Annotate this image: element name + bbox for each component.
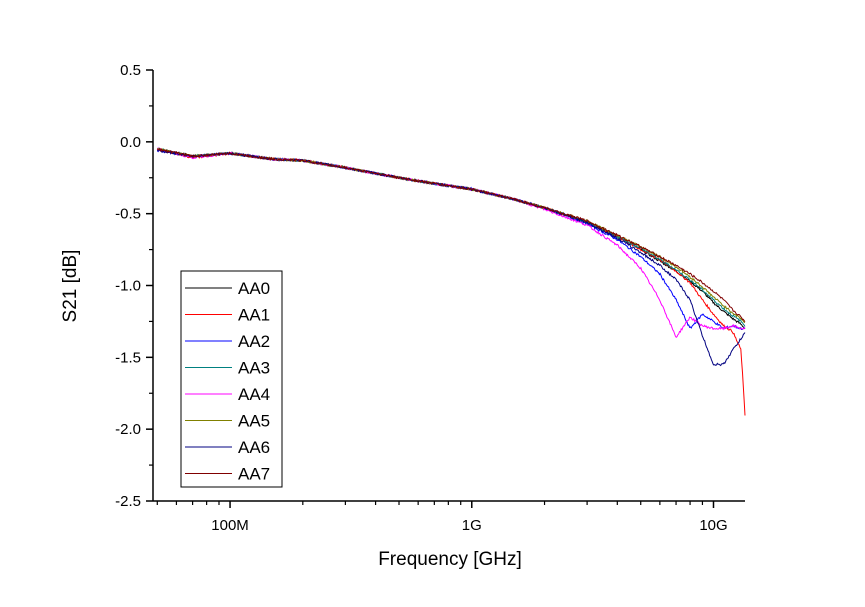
x-tick-label: 10G — [699, 517, 727, 534]
legend-label: AA5 — [238, 412, 270, 431]
x-tick-label: 100M — [211, 517, 249, 534]
y-tick-label: -2.0 — [115, 421, 141, 438]
x-axis-label: Frequency [GHz] — [378, 549, 522, 570]
y-tick-label: 0.5 — [120, 62, 141, 79]
legend-label: AA1 — [238, 306, 270, 325]
y-tick-label: -2.5 — [115, 493, 141, 510]
y-tick-label: -1.5 — [115, 349, 141, 366]
legend-label: AA3 — [238, 359, 270, 378]
y-tick-label: 0.0 — [120, 134, 141, 151]
legend-label: AA6 — [238, 438, 270, 457]
legend-label: AA2 — [238, 332, 270, 351]
legend-box — [180, 270, 283, 488]
legend-label: AA7 — [238, 465, 270, 484]
y-axis-label: S21 [dB] — [60, 250, 81, 323]
legend-label: AA0 — [238, 279, 270, 298]
series-layer — [156, 146, 746, 416]
legend-label: AA4 — [238, 385, 270, 404]
x-tick-label: 1G — [462, 517, 482, 534]
series-line-aa7 — [156, 147, 746, 323]
series-line-aa6 — [156, 149, 746, 367]
y-tick-label: -1.0 — [115, 278, 141, 295]
legend: AA0 AA1 AA2 AA3 AA4 AA5 AA6 AA7 — [180, 270, 283, 488]
axes: 0.5 0.0 -0.5 -1.0 -1.5 -2.0 -2.5 100M 1G 10G — [115, 62, 745, 534]
y-tick-label: -0.5 — [115, 206, 141, 223]
